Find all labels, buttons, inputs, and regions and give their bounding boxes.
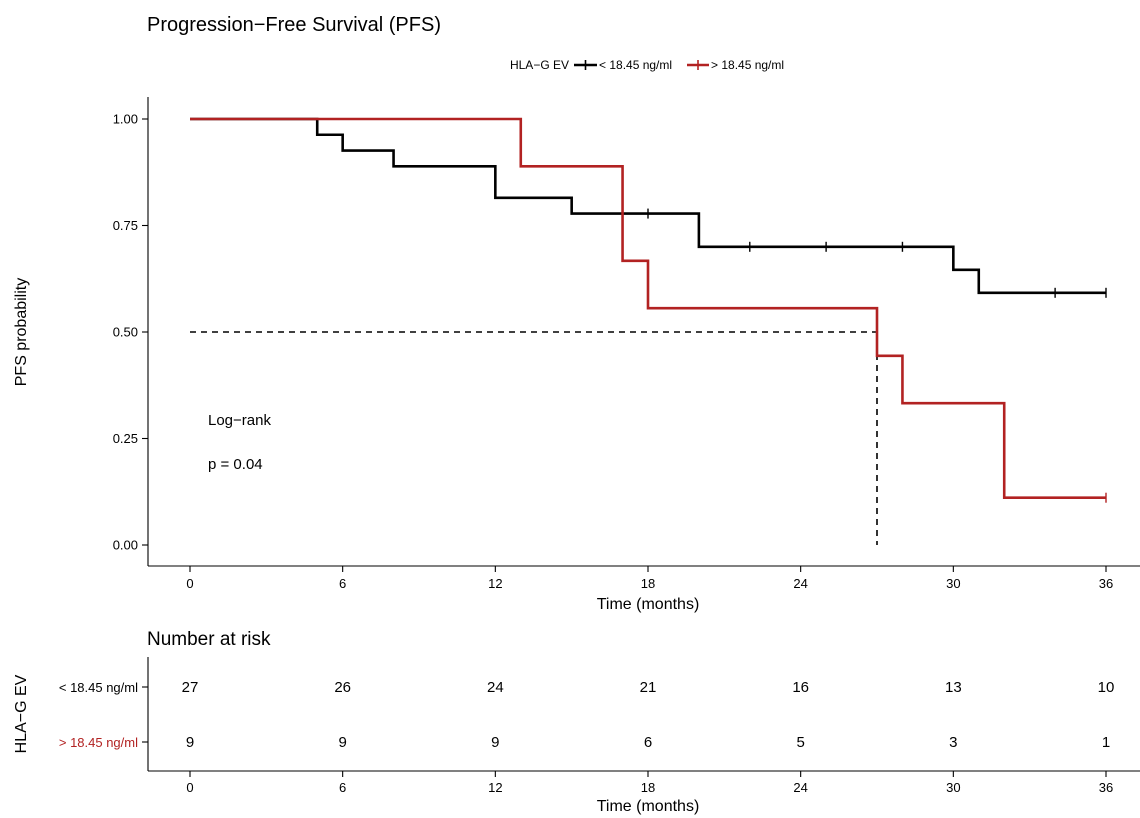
x-tick-label: 24 — [793, 576, 807, 591]
x-tick-label: 30 — [946, 576, 960, 591]
risk-x-axis-title: Time (months) — [597, 798, 700, 815]
risk-x-tick-label: 36 — [1099, 780, 1113, 795]
y-tick-label: 0.75 — [113, 218, 138, 233]
x-tick-label: 12 — [488, 576, 502, 591]
risk-x-ticks: 0 6 12 18 24 30 36 — [186, 771, 1113, 795]
risk-table-axes — [147, 657, 1140, 772]
risk-x-tick-label: 0 — [186, 780, 193, 795]
risk-count: 13 — [945, 679, 962, 696]
risk-count: 9 — [491, 734, 499, 751]
p-value-label: p = 0.04 — [208, 456, 263, 473]
risk-count: 5 — [796, 734, 804, 751]
chart-title: Progression−Free Survival (PFS) — [147, 14, 441, 36]
risk-count: 9 — [186, 734, 194, 751]
risk-x-tick-label: 12 — [488, 780, 502, 795]
risk-x-tick-label: 6 — [339, 780, 346, 795]
x-ticks: 0 6 12 18 24 30 36 — [186, 566, 1113, 591]
risk-x-tick-label: 18 — [641, 780, 655, 795]
y-ticks: 0.00 0.25 0.50 0.75 1.00 — [113, 112, 148, 553]
y-axis-title: PFS probability — [13, 278, 30, 387]
logrank-label: Log−rank — [208, 412, 271, 429]
risk-y-axis-title: HLA−G EV — [13, 674, 30, 753]
risk-table-title: Number at risk — [147, 629, 271, 650]
risk-count: 21 — [640, 679, 657, 696]
x-tick-label: 18 — [641, 576, 655, 591]
legend: HLA−G EV < 18.45 ng/ml > 18.45 ng/ml — [510, 58, 784, 72]
risk-row-label: > 18.45 ng/ml — [59, 735, 138, 750]
survival-curve-low — [190, 117, 1106, 295]
risk-x-tick-label: 30 — [946, 780, 960, 795]
survival-curves — [190, 117, 1107, 503]
risk-count: 10 — [1098, 679, 1115, 696]
risk-count: 6 — [644, 734, 652, 751]
risk-count: 27 — [182, 679, 199, 696]
x-tick-label: 0 — [186, 576, 193, 591]
y-tick-label: 1.00 — [113, 112, 138, 127]
risk-row-label: < 18.45 ng/ml — [59, 680, 138, 695]
y-tick-label: 0.00 — [113, 538, 138, 553]
risk-count: 3 — [949, 734, 957, 751]
risk-count: 9 — [338, 734, 346, 751]
risk-table-rows: < 18.45 ng/ml 27 26 24 21 16 13 10> 18.45 ng/ml… — [59, 679, 1114, 751]
legend-label-low: < 18.45 ng/ml — [599, 58, 672, 72]
survival-curve-high — [190, 117, 1106, 500]
x-axis-title: Time (months) — [597, 596, 700, 613]
risk-count: 26 — [334, 679, 351, 696]
risk-count: 1 — [1102, 734, 1110, 751]
y-tick-label: 0.50 — [113, 325, 138, 340]
legend-label-high: > 18.45 ng/ml — [711, 58, 784, 72]
risk-count: 24 — [487, 679, 504, 696]
x-tick-label: 6 — [339, 576, 346, 591]
risk-count: 16 — [792, 679, 809, 696]
y-tick-label: 0.25 — [113, 431, 138, 446]
risk-x-tick-label: 24 — [793, 780, 807, 795]
median-reference — [190, 331, 878, 545]
legend-title: HLA−G EV — [510, 58, 569, 72]
x-tick-label: 36 — [1099, 576, 1113, 591]
